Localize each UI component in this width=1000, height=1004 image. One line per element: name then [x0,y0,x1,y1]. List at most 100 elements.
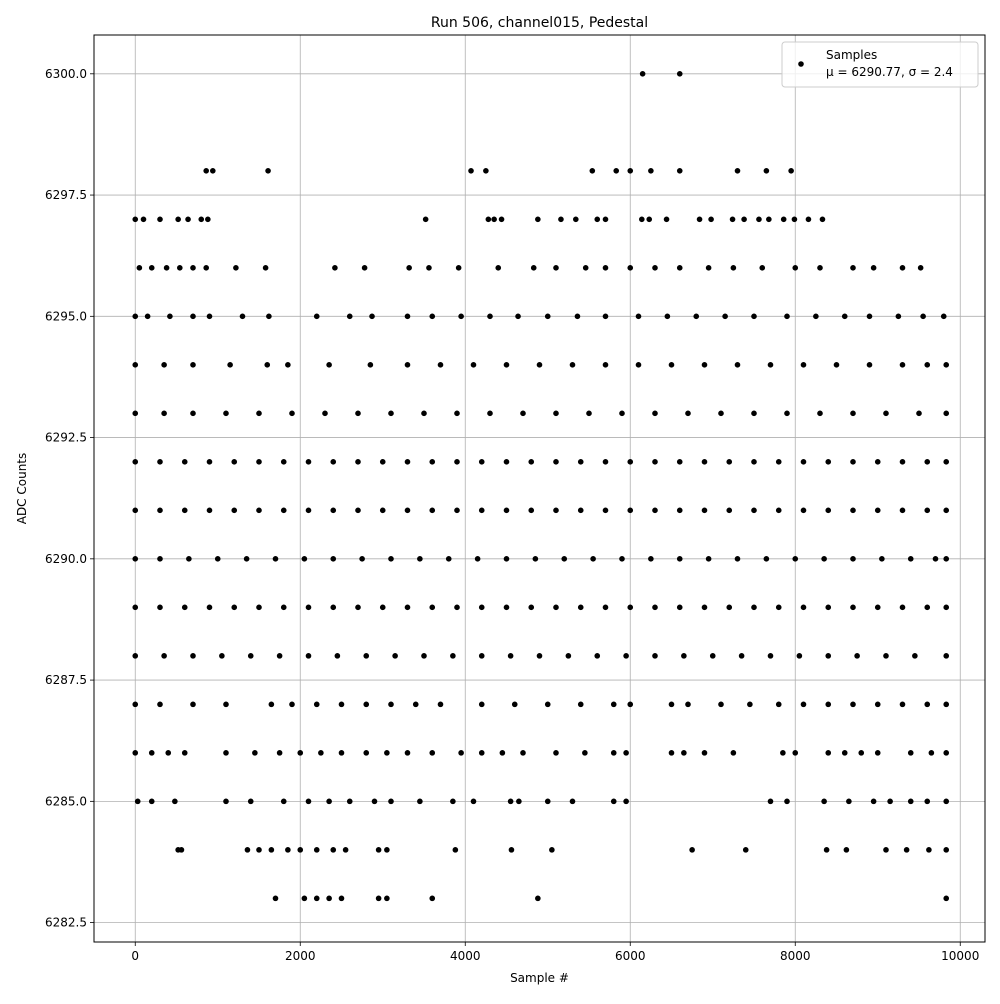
data-point [487,313,493,320]
data-point [874,459,881,465]
data-point [553,750,559,756]
data-point [384,750,390,756]
data-point [265,168,271,174]
data-point [503,362,510,368]
data-point [602,216,609,223]
data-point [734,362,741,368]
data-point [478,459,485,465]
data-point [528,604,535,611]
data-point [536,653,543,659]
data-point [899,459,906,465]
data-point [470,798,477,805]
data-point [943,459,950,465]
data-point [676,507,683,514]
data-point [210,168,216,174]
data-point [590,556,596,562]
data-point [285,847,291,853]
data-point [452,847,459,853]
data-point [458,313,464,320]
data-point [437,701,444,708]
data-point [134,798,141,805]
data-point [742,847,749,853]
data-point [866,313,873,320]
data-point [231,604,238,611]
data-point [266,313,272,320]
data-point [825,459,832,465]
data-point [899,701,906,708]
data-point [535,895,541,902]
data-point [874,701,881,708]
data-point [516,798,522,805]
data-point [276,653,283,659]
data-point [167,313,173,320]
data-point [825,507,832,514]
data-point [594,216,601,223]
data-point [553,410,559,417]
data-point [610,701,617,708]
data-point [613,168,620,174]
data-point [623,798,629,805]
data-point [813,313,819,320]
y-tick-label: 6290.0 [45,552,87,566]
data-point [301,895,308,902]
y-tick-label: 6295.0 [45,309,87,323]
data-point [635,362,642,368]
data-point [549,847,555,853]
data-point [943,556,950,562]
data-point [899,604,906,611]
data-point [943,362,950,368]
data-point [406,265,412,271]
data-point [359,556,365,562]
data-point [503,556,510,562]
data-point [338,750,345,756]
data-point [924,604,931,611]
data-point [899,265,906,271]
data-point [887,798,893,805]
data-point [445,556,452,562]
data-point [932,556,939,562]
data-point [371,798,378,805]
data-point [181,459,188,465]
data-point [280,798,287,805]
data-point [198,216,205,223]
data-point [924,507,931,514]
data-point [553,265,559,271]
data-point [676,459,683,465]
data-point [231,507,238,514]
data-point [272,556,279,562]
data-point [355,410,361,417]
data-point [256,507,262,514]
data-point [544,313,551,320]
data-point [499,750,506,756]
data-point [342,847,349,853]
data-point [157,216,163,223]
data-point [825,701,832,708]
data-point [825,750,832,756]
data-point [850,701,856,708]
data-point [943,847,950,853]
data-point [763,168,770,174]
data-point [256,459,262,465]
data-point [751,410,757,417]
data-point [478,750,485,756]
data-point [841,313,848,320]
data-point [429,750,436,756]
data-point [841,750,848,756]
data-point [144,313,151,320]
data-point [573,216,579,223]
data-point [730,750,737,756]
data-point [821,798,827,805]
data-point [696,216,703,223]
y-tick-label: 6282.5 [45,916,87,930]
data-point [619,410,625,417]
data-point [883,653,889,659]
x-tick-label: 4000 [450,949,481,963]
data-point [924,459,931,465]
data-point [417,556,423,562]
data-point [924,701,931,708]
x-tick-label: 6000 [615,949,646,963]
data-point [924,362,931,368]
data-point [437,362,444,368]
data-point [181,604,188,611]
